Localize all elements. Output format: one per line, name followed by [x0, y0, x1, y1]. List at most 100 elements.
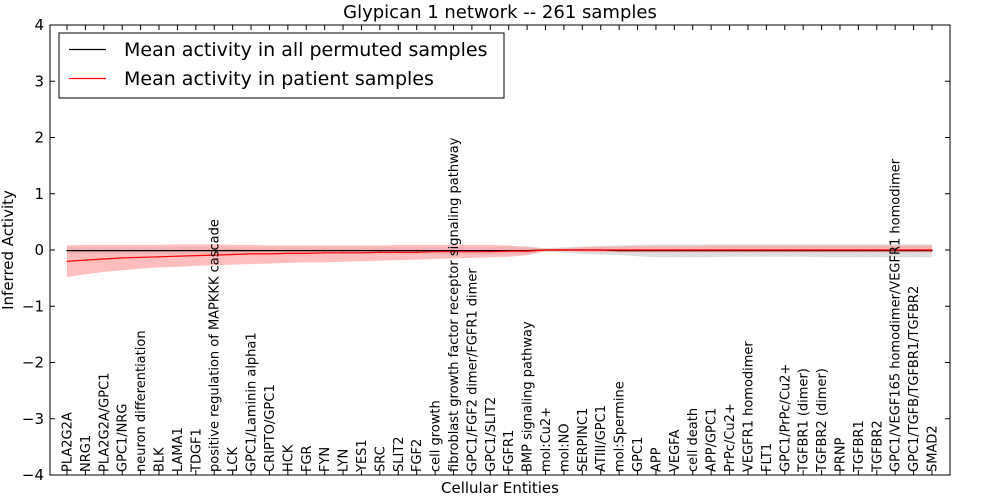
- x-tick-label: GPC1/VEGF165 homodimer/VEGFR1 homodimer: [889, 158, 904, 472]
- x-tick-label: TGFBR1: [852, 420, 867, 473]
- series-2-point: [379, 251, 381, 253]
- series-2-point: [84, 259, 86, 261]
- series-1-point: [66, 250, 68, 252]
- y-tick-label: 4: [34, 16, 44, 34]
- series-2-point: [489, 251, 491, 253]
- series-2-point: [563, 249, 565, 251]
- x-tick-label: FLT1: [760, 443, 775, 472]
- series-2-point: [913, 249, 915, 251]
- x-tick-label: BMP signaling pathway: [521, 321, 536, 472]
- series-2-point: [876, 249, 878, 251]
- series-1-point: [195, 250, 197, 252]
- legend-label-patient: Mean activity in patient samples: [124, 68, 434, 90]
- series-2-point: [416, 251, 418, 253]
- legend-box: [58, 32, 505, 99]
- y-tick-label: −2: [22, 354, 44, 372]
- x-tick-label: cell growth: [429, 400, 444, 472]
- series-1-point: [342, 250, 344, 252]
- x-tick-label: GPC1/NRG: [116, 404, 131, 472]
- series-2-point: [710, 249, 712, 251]
- series-2-point: [434, 251, 436, 253]
- series-2-point: [158, 256, 160, 258]
- series-2-point: [324, 252, 326, 254]
- x-axis: PLA2G2A NRG1 PLA2G2A/GPC1 GPC1/NRG neuron di…: [61, 25, 941, 475]
- x-tick-label: mol:Cu2+: [539, 407, 554, 472]
- y-axis: −4 −3 −2 −1 0 1 2 3 4: [22, 16, 950, 484]
- x-tick-label: GPC1: [631, 437, 646, 472]
- lines-layer: [66, 249, 933, 262]
- series-2-point: [618, 249, 620, 251]
- y-tick-label: −4: [22, 466, 44, 484]
- x-tick-label: SRC: [373, 446, 388, 472]
- y-tick-label: −3: [22, 410, 44, 428]
- x-tick-label: NRG1: [79, 435, 94, 472]
- x-tick-label: GPC1/Laminin alpha1: [245, 332, 260, 472]
- series-2-point: [471, 251, 473, 253]
- series-1-point: [305, 250, 307, 252]
- series-2-point: [213, 254, 215, 256]
- series-1-point: [103, 250, 105, 252]
- series-2-point: [894, 249, 896, 251]
- x-tick-label: HCK: [281, 444, 296, 472]
- x-tick-label: TGFBR2 (dimer): [815, 368, 830, 473]
- x-tick-label: PRNP: [834, 437, 849, 472]
- x-tick-label: neuron differentiation: [134, 330, 149, 472]
- y-tick-label: 0: [34, 241, 44, 259]
- series-1-point: [452, 250, 455, 252]
- x-tick-label: APP: [649, 447, 664, 472]
- x-tick-label: PLA2G2A/GPC1: [97, 373, 112, 472]
- series-2-point: [195, 255, 197, 257]
- series-1-point: [213, 250, 215, 252]
- x-tick-label: VEGFA: [668, 430, 683, 472]
- x-tick-label: TDGF1: [189, 428, 204, 473]
- y-tick-label: 3: [34, 72, 44, 90]
- series-1-point: [176, 250, 178, 252]
- series-2-point: [802, 249, 804, 251]
- x-tick-label: GPC1/PrPc/Cu2+: [778, 364, 793, 472]
- series-2-point: [544, 249, 547, 251]
- series-2-point: [581, 249, 583, 251]
- chart-title: Glypican 1 network -- 261 samples: [343, 2, 657, 23]
- series-2-point: [636, 249, 639, 251]
- x-tick-label: FGF2: [410, 439, 425, 472]
- series-1-point: [489, 250, 491, 252]
- series-2-point: [342, 252, 344, 254]
- x-tick-label: PrPc/Cu2+: [723, 403, 738, 472]
- series-1-point: [268, 250, 270, 252]
- series-2-point: [839, 249, 841, 251]
- series-2-point: [250, 253, 252, 255]
- series-1-point: [287, 250, 289, 252]
- x-tick-label: APP/GPC1: [705, 408, 720, 472]
- series-2-point: [931, 249, 933, 251]
- series-2-point: [268, 253, 270, 255]
- series-2-point: [397, 251, 399, 253]
- x-tick-label: TGFBR1 (dimer): [797, 368, 812, 473]
- series-2-point: [692, 249, 694, 251]
- series-2-point: [360, 252, 363, 254]
- series-2-point: [121, 257, 123, 259]
- series-1-point: [158, 250, 160, 252]
- y-tick-label: −1: [22, 297, 44, 315]
- x-tick-label: SLIT2: [392, 436, 407, 472]
- series-1-point: [250, 250, 252, 252]
- series-2-point: [232, 253, 234, 256]
- y-tick-label: 1: [34, 185, 44, 203]
- x-tick-label: YES1: [355, 439, 370, 473]
- series-band-2: [67, 244, 932, 277]
- x-tick-label: SMAD2: [926, 425, 941, 472]
- x-tick-label: FGFR1: [502, 430, 517, 472]
- series-1-point: [324, 250, 326, 252]
- x-tick-label: mol:Spermine: [613, 381, 628, 472]
- x-tick-label: GPC1/TGFB/TGFBR1/TGFBR2: [907, 286, 922, 472]
- series-1-point: [379, 250, 381, 252]
- x-tick-label: GPC1/SLIT2: [484, 397, 499, 472]
- x-axis-label: Cellular Entities: [441, 479, 559, 497]
- legend-label-permuted: Mean activity in all permuted samples: [124, 39, 487, 61]
- series-1-point: [140, 250, 142, 252]
- x-tick-label: SERPINC1: [576, 408, 591, 472]
- x-tick-label: positive regulation of MAPKKK cascade: [208, 219, 223, 472]
- series-2-point: [655, 249, 657, 251]
- series-2-point: [857, 249, 860, 251]
- x-tick-label: mol:NO: [557, 423, 572, 472]
- series-2-point: [729, 249, 731, 251]
